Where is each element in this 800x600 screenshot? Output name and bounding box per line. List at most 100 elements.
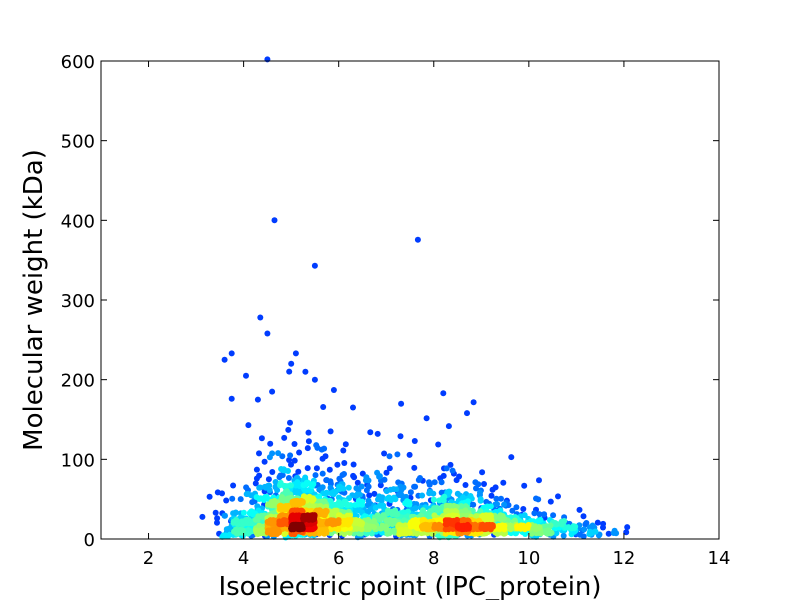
data-point — [404, 508, 411, 515]
data-point — [508, 454, 515, 461]
data-point — [384, 530, 391, 537]
data-point — [431, 479, 438, 486]
data-point — [333, 507, 340, 514]
data-point — [265, 476, 272, 483]
y-tick-label: 300 — [61, 291, 95, 312]
data-point — [281, 434, 288, 441]
data-point — [393, 486, 400, 493]
data-point — [358, 500, 365, 507]
x-tick-label: 10 — [517, 548, 540, 569]
data-point — [304, 445, 311, 452]
data-point — [430, 496, 437, 503]
data-point — [328, 501, 335, 508]
data-point — [245, 422, 252, 429]
data-point — [354, 479, 361, 486]
data-point — [254, 396, 261, 403]
data-points — [199, 56, 631, 541]
data-point — [288, 525, 295, 532]
data-point — [365, 524, 372, 530]
data-point — [353, 517, 359, 523]
data-point — [327, 478, 334, 485]
data-point — [355, 507, 362, 514]
data-point — [278, 504, 285, 511]
data-point — [269, 388, 276, 395]
data-point — [309, 526, 316, 533]
data-point — [264, 330, 271, 337]
data-point — [565, 524, 572, 531]
data-point — [560, 532, 567, 539]
data-point — [266, 487, 273, 494]
data-point — [385, 494, 392, 501]
data-point — [547, 498, 554, 505]
y-tick-label: 400 — [61, 211, 95, 232]
data-point — [341, 471, 347, 477]
data-point — [414, 236, 421, 243]
data-point — [536, 511, 543, 518]
data-point — [342, 498, 349, 505]
data-point — [243, 484, 250, 491]
data-point — [321, 498, 328, 505]
data-point — [228, 350, 235, 357]
data-point — [302, 368, 309, 375]
data-point — [483, 503, 490, 510]
data-point — [258, 435, 265, 442]
data-point — [282, 488, 289, 495]
data-point — [365, 477, 372, 484]
data-point — [269, 469, 276, 475]
data-point — [473, 485, 479, 492]
data-point — [477, 508, 484, 515]
data-point — [499, 522, 506, 529]
data-point — [500, 479, 507, 486]
data-point — [464, 410, 470, 417]
data-point — [327, 428, 334, 435]
data-point — [440, 495, 446, 502]
data-point — [303, 479, 310, 486]
data-point — [417, 475, 423, 481]
data-point — [501, 501, 508, 508]
y-tick-label: 200 — [61, 371, 95, 392]
data-point — [402, 522, 409, 529]
data-point — [605, 530, 612, 537]
y-axis-title: Molecular weight (kDa) — [19, 149, 49, 451]
data-point — [243, 372, 249, 379]
data-point — [310, 481, 317, 488]
data-point — [488, 492, 495, 499]
data-point — [305, 438, 312, 445]
data-point — [586, 524, 593, 531]
data-point — [411, 483, 418, 490]
data-point — [275, 450, 282, 457]
data-point — [281, 467, 288, 474]
data-point — [276, 529, 282, 536]
data-point — [350, 461, 357, 468]
data-point — [509, 507, 516, 514]
data-point — [550, 512, 557, 519]
data-point — [455, 524, 462, 531]
data-point — [303, 487, 310, 494]
data-point — [319, 484, 326, 491]
data-point — [481, 481, 487, 487]
data-point — [341, 460, 348, 466]
data-point — [253, 466, 260, 473]
data-point — [435, 441, 442, 448]
data-point — [316, 494, 323, 501]
data-point — [406, 499, 413, 506]
data-point — [206, 493, 213, 500]
data-point — [212, 509, 219, 516]
data-point — [319, 455, 326, 462]
data-point — [228, 395, 235, 402]
data-point — [317, 521, 324, 528]
data-point — [540, 511, 547, 518]
data-point — [438, 479, 445, 486]
data-point — [350, 404, 356, 411]
data-point — [536, 477, 542, 484]
data-point — [371, 490, 378, 497]
data-point — [397, 433, 404, 440]
data-point — [377, 516, 383, 523]
data-point — [372, 504, 379, 511]
data-point — [345, 484, 352, 491]
x-tick-label: 6 — [333, 548, 344, 569]
data-point — [326, 466, 333, 473]
data-point — [363, 530, 370, 537]
data-point — [230, 518, 237, 525]
data-point — [623, 529, 630, 536]
